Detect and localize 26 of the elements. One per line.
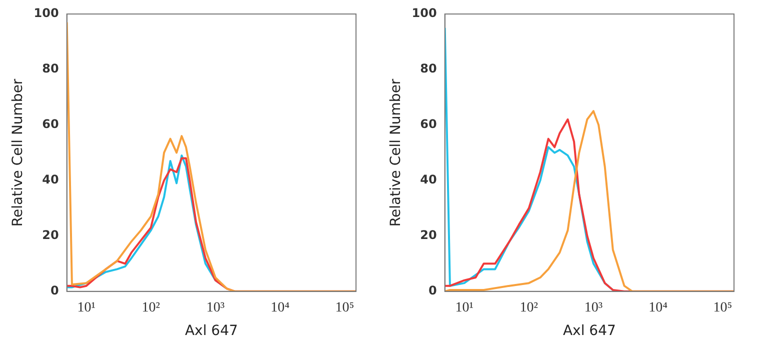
x-tick-label: 10⁵ [713, 300, 732, 316]
x-tick-label: 10¹ [455, 300, 474, 316]
x-tick-label: 10² [520, 300, 538, 316]
x-tick-label: 10³ [584, 300, 603, 316]
y-tick-label: 40 [420, 172, 437, 187]
x-tick-label: 10⁴ [270, 300, 290, 316]
y-axis-title: Relative Cell Number [388, 78, 404, 227]
y-tick-label: 60 [42, 117, 59, 132]
y-tick-label: 20 [42, 228, 59, 242]
x-tick-label: 10⁴ [648, 300, 668, 316]
y-tick-label: 100 [34, 6, 59, 20]
y-tick-label: 60 [420, 117, 437, 132]
y-tick-label: 0 [428, 284, 437, 298]
y-tick-label: 0 [50, 284, 59, 298]
x-axis-title: Axl 647 [184, 323, 238, 340]
y-tick-label: 40 [42, 172, 59, 187]
y-tick-label: 20 [420, 228, 437, 242]
x-tick-label: 10¹ [77, 300, 96, 316]
y-tick-label: 100 [412, 6, 437, 20]
y-tick-label: 80 [42, 62, 59, 76]
x-tick-label: 10⁵ [335, 300, 354, 316]
y-axis-title: Relative Cell Number [10, 78, 26, 227]
x-tick-label: 10³ [206, 300, 225, 316]
x-tick-label: 10² [142, 300, 160, 316]
y-tick-label: 80 [420, 62, 437, 76]
x-axis-title: Axl 647 [562, 323, 616, 340]
